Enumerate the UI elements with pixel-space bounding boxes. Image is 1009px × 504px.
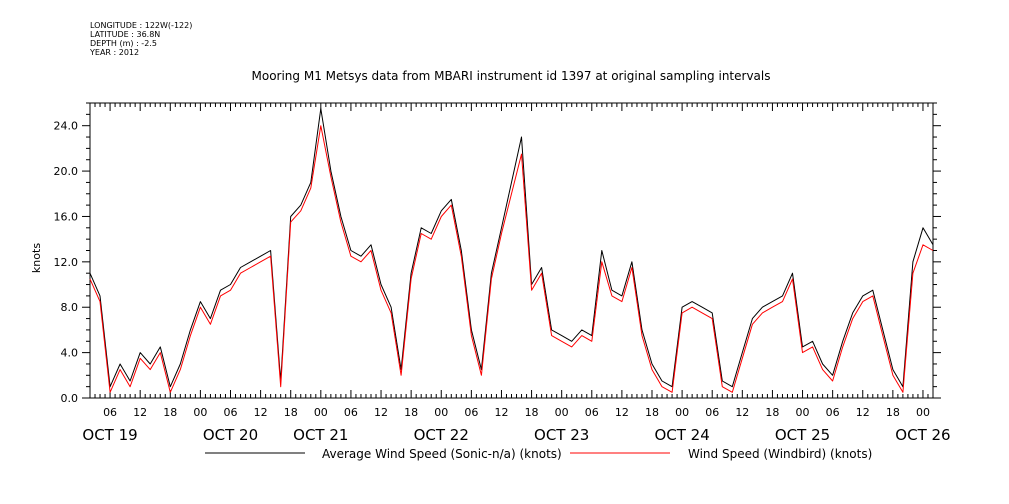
series-line-1 (89, 108, 934, 388)
legend-label-series-2: Wind Speed (Windbird) (knots) (688, 447, 872, 461)
header-metadata: LONGITUDE : 122W(-122) LATITUDE : 36.8N … (90, 21, 192, 57)
x-day-label: OCT 25 (775, 426, 830, 444)
x-tick-label: 18 (163, 406, 177, 419)
x-tick-label: 18 (404, 406, 418, 419)
x-day-label: OCT 21 (293, 426, 348, 444)
y-tick-label: 0.0 (61, 392, 79, 405)
x-tick-label: 12 (615, 406, 629, 419)
x-tick-label: 12 (856, 406, 870, 419)
x-tick-label: 12 (494, 406, 508, 419)
x-tick-label: 00 (796, 406, 810, 419)
y-tick-label: 8.0 (61, 301, 79, 314)
ticks-layer (82, 102, 941, 399)
x-tick-label: 12 (735, 406, 749, 419)
x-tick-label: 06 (705, 406, 719, 419)
x-tick-label: 18 (765, 406, 779, 419)
x-tick-label: 00 (193, 406, 207, 419)
x-day-label: OCT 24 (654, 426, 709, 444)
y-axis-label: knots (30, 243, 43, 273)
y-tick-label: 24.0 (54, 120, 79, 133)
legend-label-series-1: Average Wind Speed (Sonic-n/a) (knots) (322, 447, 562, 461)
x-day-label: OCT 22 (414, 426, 469, 444)
x-tick-label: 18 (525, 406, 539, 419)
x-tick-label: 06 (344, 406, 358, 419)
x-tick-label: 18 (886, 406, 900, 419)
x-tick-label: 00 (434, 406, 448, 419)
x-day-label: OCT 26 (895, 426, 950, 444)
y-tick-label: 16.0 (54, 210, 79, 223)
x-tick-label: 06 (585, 406, 599, 419)
x-tick-label: 00 (314, 406, 328, 419)
x-day-label: OCT 23 (534, 426, 589, 444)
x-day-label: OCT 19 (82, 426, 137, 444)
x-tick-label: 00 (916, 406, 930, 419)
x-tick-label: 12 (374, 406, 388, 419)
x-tick-label: 06 (103, 406, 117, 419)
header-latitude: LATITUDE : 36.8N (90, 30, 161, 39)
x-tick-label: 12 (254, 406, 268, 419)
x-tick-label: 00 (675, 406, 689, 419)
x-tick-label: 12 (133, 406, 147, 419)
chart-title: Mooring M1 Metsys data from MBARI instru… (252, 69, 771, 83)
header-year: YEAR : 2012 (90, 48, 140, 57)
x-tick-label: 18 (284, 406, 298, 419)
header-depth: DEPTH (m) : -2.5 (90, 39, 157, 48)
x-tick-label: 06 (826, 406, 840, 419)
y-tick-label: 20.0 (54, 165, 79, 178)
y-tick-label: 4.0 (61, 347, 79, 360)
x-tick-label: 06 (224, 406, 238, 419)
labels-layer: 0.0 4.0 8.0 12.0 16.0 20.0 24.0 06 12 18 00 06 12 18 0… (54, 120, 951, 444)
x-tick-label: 06 (464, 406, 478, 419)
header-longitude: LONGITUDE : 122W(-122) (90, 21, 193, 30)
legend: Average Wind Speed (Sonic-n/a) (knots) W… (205, 447, 872, 461)
x-tick-label: 00 (555, 406, 569, 419)
series-line-2 (89, 125, 934, 393)
y-tick-label: 12.0 (54, 256, 79, 269)
plot-frame (89, 102, 934, 399)
series-layer (89, 108, 934, 393)
x-tick-label: 18 (645, 406, 659, 419)
x-day-label: OCT 20 (203, 426, 258, 444)
